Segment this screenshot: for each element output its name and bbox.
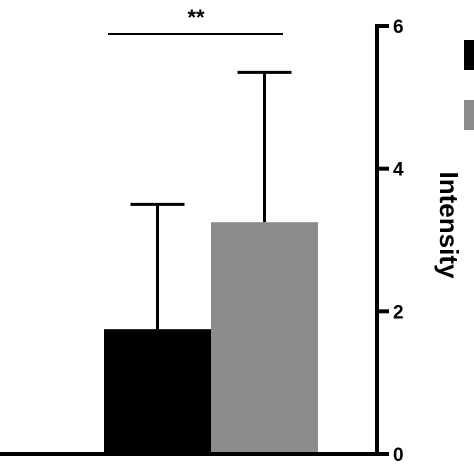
y-ticks-layer: 0 2 4 6 <box>377 17 404 466</box>
y-tick-label-2: 2 <box>393 302 404 323</box>
y-axis-title: Intensity <box>434 172 464 279</box>
legend-swatch-2 <box>464 100 474 130</box>
bar-1 <box>104 329 211 454</box>
legend-swatch-1 <box>464 40 474 70</box>
significance-label: ** <box>187 5 205 30</box>
legend-layer <box>464 40 474 130</box>
bar-2 <box>211 222 318 454</box>
y-tick-label-6: 6 <box>393 17 404 38</box>
error-bars-layer <box>130 70 292 330</box>
bars-layer <box>104 222 318 454</box>
y-tick-label-4: 4 <box>393 160 404 181</box>
y-tick-label-0: 0 <box>393 445 404 466</box>
